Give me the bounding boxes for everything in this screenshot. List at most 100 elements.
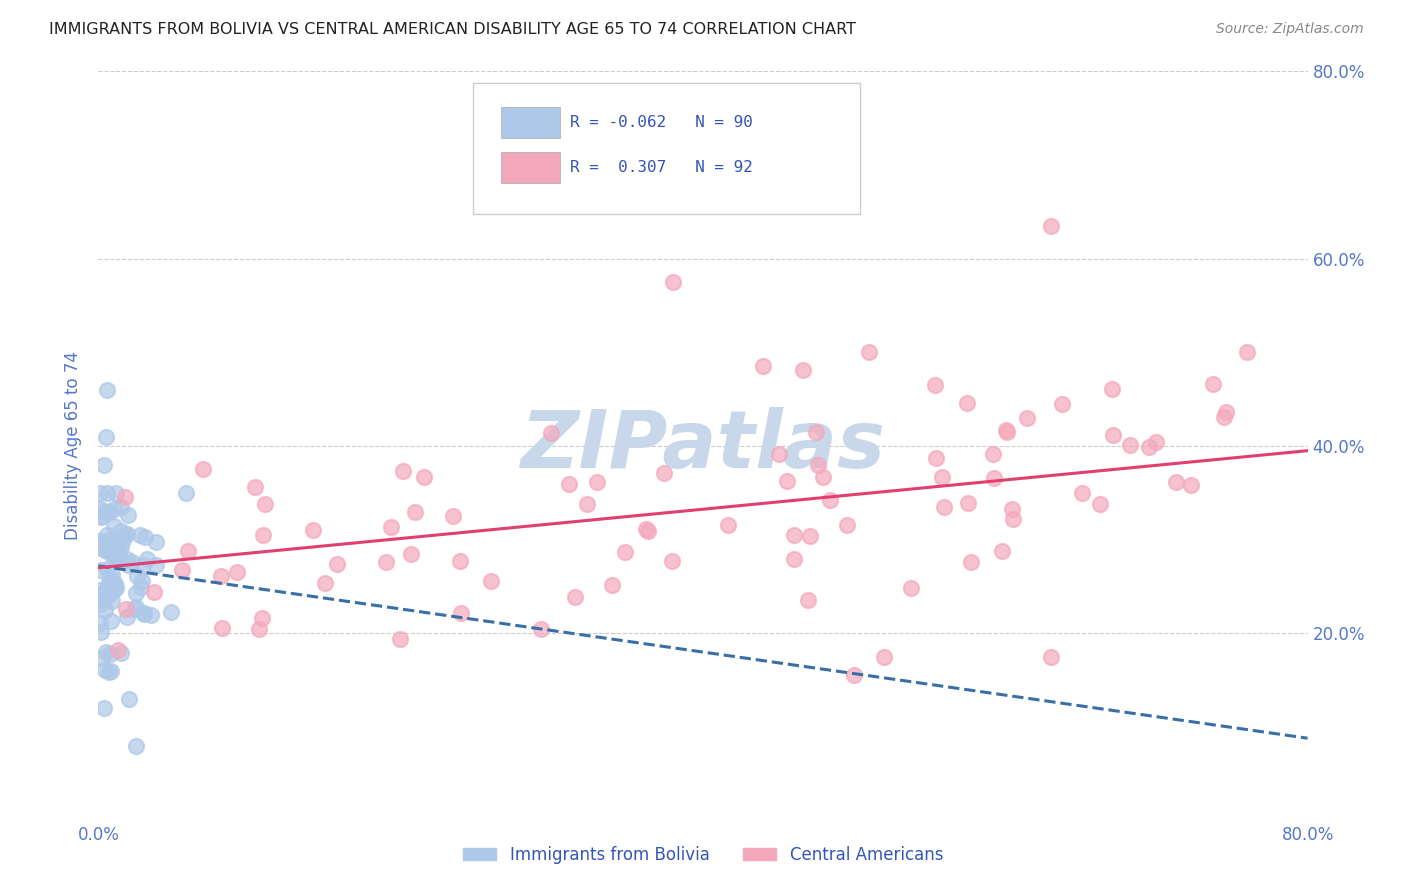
- Point: [925, 450, 948, 465]
- Point: [983, 471, 1005, 485]
- Point: [115, 610, 138, 624]
- Point: [125, 585, 148, 599]
- Point: [1180, 478, 1202, 492]
- Point: [115, 527, 138, 541]
- Point: [94, 603, 117, 617]
- Point: [145, 535, 167, 549]
- Point: [91, 542, 114, 557]
- Text: R = -0.062   N = 90: R = -0.062 N = 90: [569, 115, 752, 130]
- Point: [1088, 497, 1111, 511]
- Point: [127, 569, 149, 583]
- Point: [104, 577, 127, 591]
- Point: [768, 447, 790, 461]
- Point: [104, 554, 127, 568]
- Point: [174, 486, 197, 500]
- Point: [558, 476, 581, 491]
- Point: [1039, 219, 1062, 233]
- Point: [576, 496, 599, 510]
- Point: [375, 555, 398, 569]
- Point: [931, 470, 953, 484]
- Point: [89, 563, 111, 577]
- Point: [114, 527, 136, 541]
- Point: [114, 491, 136, 505]
- Point: [90, 625, 112, 640]
- Point: [995, 423, 1018, 437]
- Point: [96, 562, 118, 576]
- FancyBboxPatch shape: [501, 152, 561, 183]
- Point: [89, 533, 111, 548]
- Point: [1144, 434, 1167, 449]
- Point: [783, 158, 806, 172]
- Point: [134, 530, 156, 544]
- Point: [89, 598, 111, 612]
- Point: [225, 565, 247, 579]
- Point: [94, 645, 117, 659]
- Legend: Immigrants from Bolivia, Central Americans: Immigrants from Bolivia, Central America…: [457, 839, 949, 871]
- Point: [586, 475, 609, 489]
- Point: [530, 622, 553, 636]
- Point: [110, 500, 132, 515]
- Point: [89, 583, 111, 598]
- Point: [1236, 345, 1258, 359]
- Point: [1052, 397, 1074, 411]
- Point: [1001, 502, 1024, 516]
- Point: [97, 665, 120, 679]
- Point: [129, 581, 152, 595]
- Point: [89, 592, 111, 607]
- Point: [117, 508, 139, 522]
- Point: [1164, 475, 1187, 489]
- Point: [717, 518, 740, 533]
- Point: [380, 520, 402, 534]
- Point: [654, 467, 676, 481]
- Text: Source: ZipAtlas.com: Source: ZipAtlas.com: [1216, 22, 1364, 37]
- Point: [111, 533, 134, 547]
- Point: [101, 568, 124, 582]
- Point: [104, 541, 127, 555]
- Point: [247, 622, 270, 636]
- Point: [136, 551, 159, 566]
- Point: [1015, 411, 1038, 425]
- Point: [98, 505, 121, 519]
- Point: [301, 523, 323, 537]
- Point: [96, 528, 118, 542]
- Point: [93, 701, 115, 715]
- Point: [117, 558, 139, 573]
- Point: [96, 383, 118, 397]
- Point: [252, 528, 274, 542]
- Point: [804, 425, 827, 439]
- Point: [90, 588, 112, 602]
- Point: [141, 608, 163, 623]
- Point: [837, 517, 859, 532]
- Point: [209, 568, 232, 582]
- Point: [900, 581, 922, 595]
- Text: IMMIGRANTS FROM BOLIVIA VS CENTRAL AMERICAN DISABILITY AGE 65 TO 74 CORRELATION : IMMIGRANTS FROM BOLIVIA VS CENTRAL AMERI…: [49, 22, 856, 37]
- Point: [957, 496, 980, 510]
- Point: [797, 592, 820, 607]
- Point: [103, 501, 125, 516]
- Point: [1137, 441, 1160, 455]
- Point: [98, 533, 121, 547]
- Point: [661, 554, 683, 568]
- Point: [93, 663, 115, 677]
- Point: [792, 363, 814, 377]
- Point: [956, 396, 979, 410]
- Point: [100, 614, 122, 628]
- Point: [89, 533, 111, 548]
- Point: [752, 359, 775, 374]
- Point: [637, 524, 659, 538]
- Point: [252, 610, 274, 624]
- Point: [1001, 512, 1024, 526]
- Point: [94, 542, 117, 557]
- Point: [131, 574, 153, 588]
- Point: [125, 739, 148, 753]
- Point: [103, 533, 125, 547]
- Point: [89, 615, 111, 630]
- Point: [132, 607, 155, 621]
- FancyBboxPatch shape: [501, 106, 561, 138]
- Point: [101, 594, 124, 608]
- Point: [818, 493, 841, 508]
- Point: [118, 692, 141, 706]
- Point: [96, 582, 118, 596]
- Point: [110, 646, 132, 660]
- Point: [132, 606, 155, 620]
